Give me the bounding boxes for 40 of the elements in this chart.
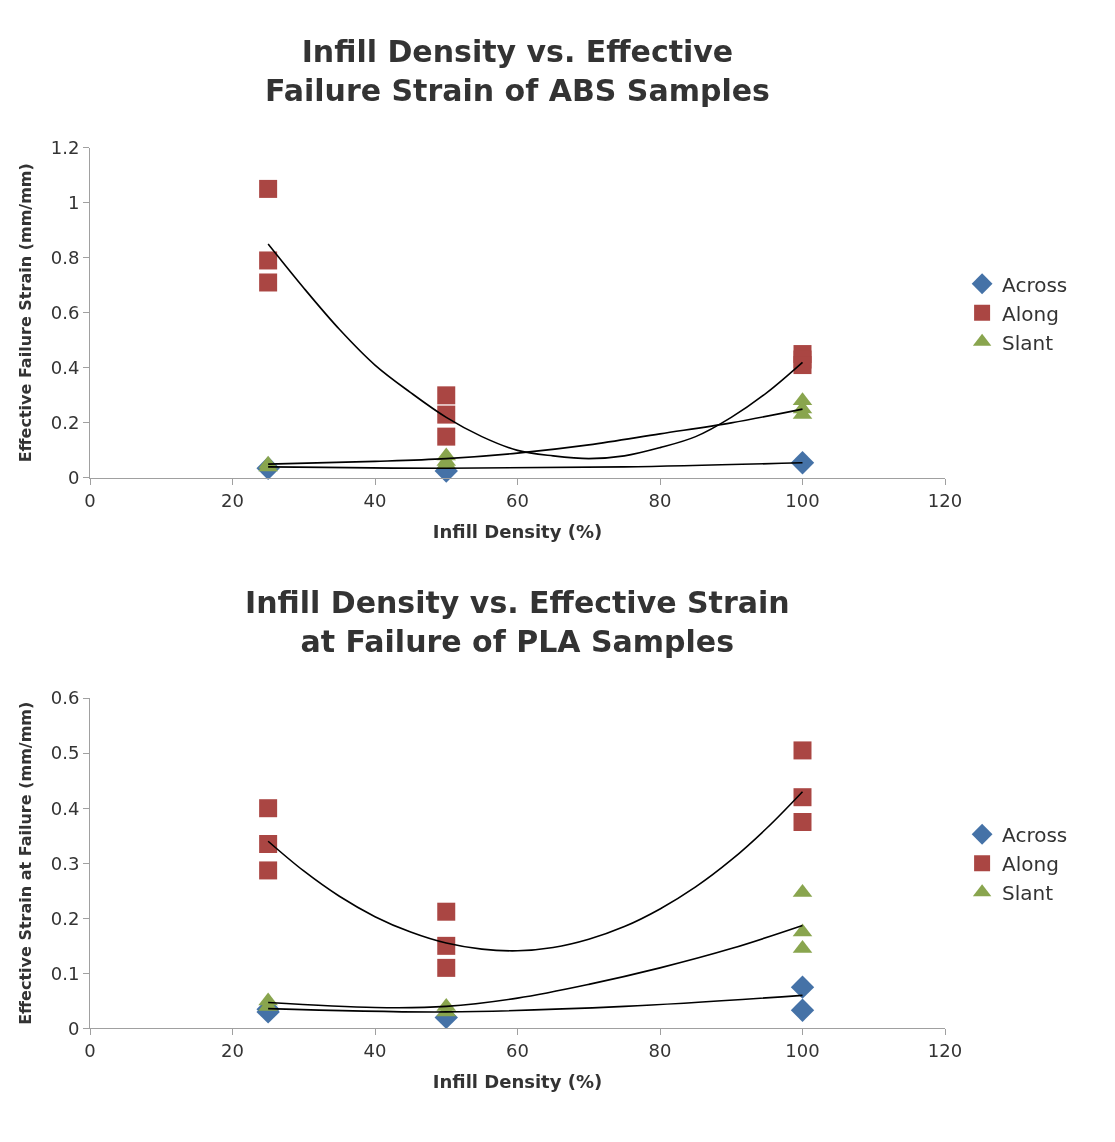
y-tick-label: 0.2 bbox=[50, 412, 80, 434]
y-tick-label: 0.4 bbox=[50, 797, 80, 819]
y-tick-label: 0 bbox=[67, 467, 80, 489]
y-tick-label: 1 bbox=[67, 191, 80, 213]
y-tick-label: 0.3 bbox=[50, 852, 80, 874]
legend-label: Along bbox=[1002, 852, 1059, 877]
legend-label: Across bbox=[1002, 823, 1068, 848]
x-axis-title: Infill Density (%) bbox=[432, 1071, 603, 1093]
chart-title: Infill Density vs. Effective Failure Strain of ABS Samples bbox=[265, 34, 770, 108]
x-tick-label: 80 bbox=[648, 489, 672, 511]
legend-label: Slant bbox=[1002, 330, 1054, 355]
y-axis-title: Effective Failure Strain (mm/mm) bbox=[15, 163, 35, 463]
y-tick-label: 0.6 bbox=[50, 302, 80, 324]
y-tick-label: 0.1 bbox=[50, 962, 80, 984]
y-tick-label: 0.8 bbox=[50, 247, 80, 269]
x-tick-label: 120 bbox=[927, 1040, 963, 1062]
x-tick-label: 60 bbox=[506, 489, 529, 511]
x-tick-label: 120 bbox=[927, 489, 963, 511]
y-tick-label: 1.2 bbox=[50, 136, 80, 158]
x-tick-label: 0 bbox=[84, 1040, 96, 1062]
x-axis-title: Infill Density (%) bbox=[432, 520, 603, 542]
x-tick-label: 0 bbox=[84, 489, 96, 511]
x-tick-label: 80 bbox=[648, 1040, 672, 1062]
y-tick-label: 0.5 bbox=[50, 742, 80, 764]
y-tick-label: 0.6 bbox=[50, 687, 80, 709]
legend-label: Along bbox=[1002, 301, 1059, 326]
x-tick-label: 20 bbox=[221, 1040, 244, 1062]
legend-label: Slant bbox=[1002, 881, 1054, 906]
legend-label: Across bbox=[1002, 272, 1068, 297]
x-tick-label: 40 bbox=[363, 489, 387, 511]
x-tick-label: 100 bbox=[785, 1040, 820, 1062]
y-tick-label: 0.4 bbox=[50, 357, 80, 379]
x-tick-label: 20 bbox=[221, 489, 244, 511]
chart-title: Infill Density vs. Effective Strain at Failure of PLA Samples bbox=[245, 585, 790, 659]
y-tick-label: 0.2 bbox=[50, 907, 80, 929]
x-tick-label: 100 bbox=[785, 489, 820, 511]
y-axis-title: Effective Strain at Failure (mm/mm) bbox=[15, 701, 35, 1025]
x-tick-label: 40 bbox=[363, 1040, 387, 1062]
x-tick-label: 60 bbox=[506, 1040, 529, 1062]
y-tick-label: 0 bbox=[67, 1017, 80, 1039]
